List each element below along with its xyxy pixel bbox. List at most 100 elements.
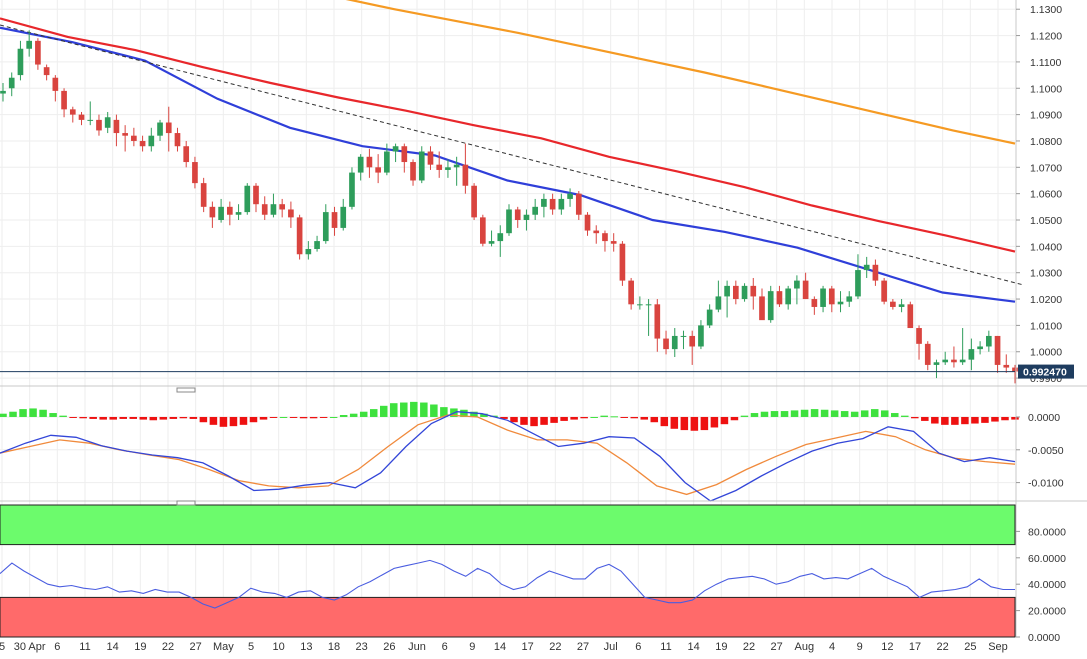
candle <box>200 177 207 213</box>
candle-body <box>340 206 347 228</box>
x-tick-label: Aug <box>795 641 815 653</box>
macd-histogram-bar <box>540 416 548 425</box>
macd-histogram-bar <box>891 413 899 417</box>
macd-histogram-bar <box>249 416 258 423</box>
candle-body <box>104 117 111 128</box>
candle-body <box>375 167 381 173</box>
candle-body <box>706 309 713 326</box>
candle <box>78 111 85 126</box>
candle <box>261 196 268 221</box>
x-tick-label: 10 <box>273 641 285 653</box>
candle-body <box>872 264 879 281</box>
macd-histogram-bar <box>480 413 488 417</box>
rsi-tick-label: 80.0000 <box>1028 526 1066 538</box>
macd-histogram-bar <box>430 404 438 417</box>
macd-histogram-bar <box>1001 416 1009 421</box>
macd-histogram-bar <box>79 416 87 419</box>
candle <box>462 143 469 194</box>
candle-body <box>898 304 905 307</box>
macd-histogram-bar <box>39 409 47 417</box>
x-tick-label: Jun <box>408 641 426 653</box>
candle-body <box>174 133 181 147</box>
price-tick-label: 1.0200 <box>1030 294 1062 306</box>
candle-body <box>977 346 983 350</box>
candle-body <box>654 304 661 339</box>
candle-body <box>157 122 163 136</box>
candle <box>837 291 844 313</box>
macd-histogram-bar <box>219 416 228 427</box>
macd-histogram-bar <box>410 401 418 417</box>
candle-body <box>209 206 216 218</box>
candle-body <box>322 212 329 242</box>
candle <box>104 111 111 134</box>
candle-body <box>392 146 399 152</box>
candle-body <box>305 248 312 255</box>
candle-body <box>759 296 765 321</box>
candle <box>977 341 983 355</box>
x-tick-label: 11 <box>79 641 90 653</box>
macd-histogram-bar <box>159 416 168 420</box>
x-tick-label: 22 <box>743 641 755 653</box>
trendline-dashed <box>0 24 1023 286</box>
candle <box>418 146 425 184</box>
x-tick-label: 30 Apr <box>14 641 46 653</box>
macd-histogram-bar <box>870 409 879 417</box>
candle <box>776 285 783 307</box>
candle-body <box>593 230 600 234</box>
macd-signal-line <box>0 414 1016 496</box>
candle-body <box>628 280 634 305</box>
candle-body <box>916 328 922 344</box>
candle-body <box>715 296 722 310</box>
candle-body <box>279 204 286 210</box>
candle <box>314 235 320 252</box>
candle <box>907 301 914 329</box>
macd-histogram-bar <box>600 415 608 417</box>
candle <box>951 346 957 368</box>
candle-body <box>488 241 495 244</box>
macd-histogram-bar <box>620 416 628 418</box>
candle <box>479 214 486 247</box>
candle-body <box>741 285 748 300</box>
macd-histogram-bar <box>349 413 358 417</box>
candle-body <box>200 183 207 207</box>
macd-histogram-bar <box>971 416 979 424</box>
x-tick-label: 22 <box>937 641 949 653</box>
macd-histogram-bar <box>520 416 528 425</box>
macd-histogram-bar <box>29 408 37 417</box>
candle-body <box>445 167 451 170</box>
macd-histogram-bar <box>710 416 719 428</box>
macd-histogram-bar <box>780 411 789 417</box>
sma-orange-line <box>345 0 1016 145</box>
candle <box>488 230 495 247</box>
macd-histogram-bar <box>991 416 999 422</box>
candle <box>427 146 434 170</box>
candle <box>785 285 792 310</box>
candle <box>148 127 155 152</box>
candle <box>732 280 739 305</box>
candle-body <box>122 133 128 136</box>
price-tick-label: 1.0800 <box>1030 136 1062 148</box>
macd-histogram-bar <box>500 416 508 419</box>
candle-body <box>933 362 940 365</box>
rsi-tick-label: 20.0000 <box>1028 606 1066 618</box>
macd-histogram-bar <box>911 416 919 419</box>
candle-body <box>671 335 678 350</box>
x-tick-label: 27 <box>577 641 589 653</box>
x-tick-label: 23 <box>356 641 368 653</box>
candle <box>942 351 949 365</box>
candle-body <box>139 140 146 147</box>
x-tick-label: 25 <box>964 641 976 653</box>
candle <box>602 230 608 252</box>
candle-body <box>863 264 870 271</box>
candle-body <box>497 233 504 242</box>
candle-body <box>610 241 617 244</box>
candle <box>322 204 329 244</box>
candle-body <box>837 301 844 305</box>
candle-body <box>8 77 15 89</box>
candle-body <box>462 164 469 186</box>
macd-histogram-bar <box>931 416 939 424</box>
candle <box>43 64 50 81</box>
candle <box>384 143 390 176</box>
candle-body <box>192 162 198 184</box>
macd-histogram-bar <box>319 416 328 418</box>
